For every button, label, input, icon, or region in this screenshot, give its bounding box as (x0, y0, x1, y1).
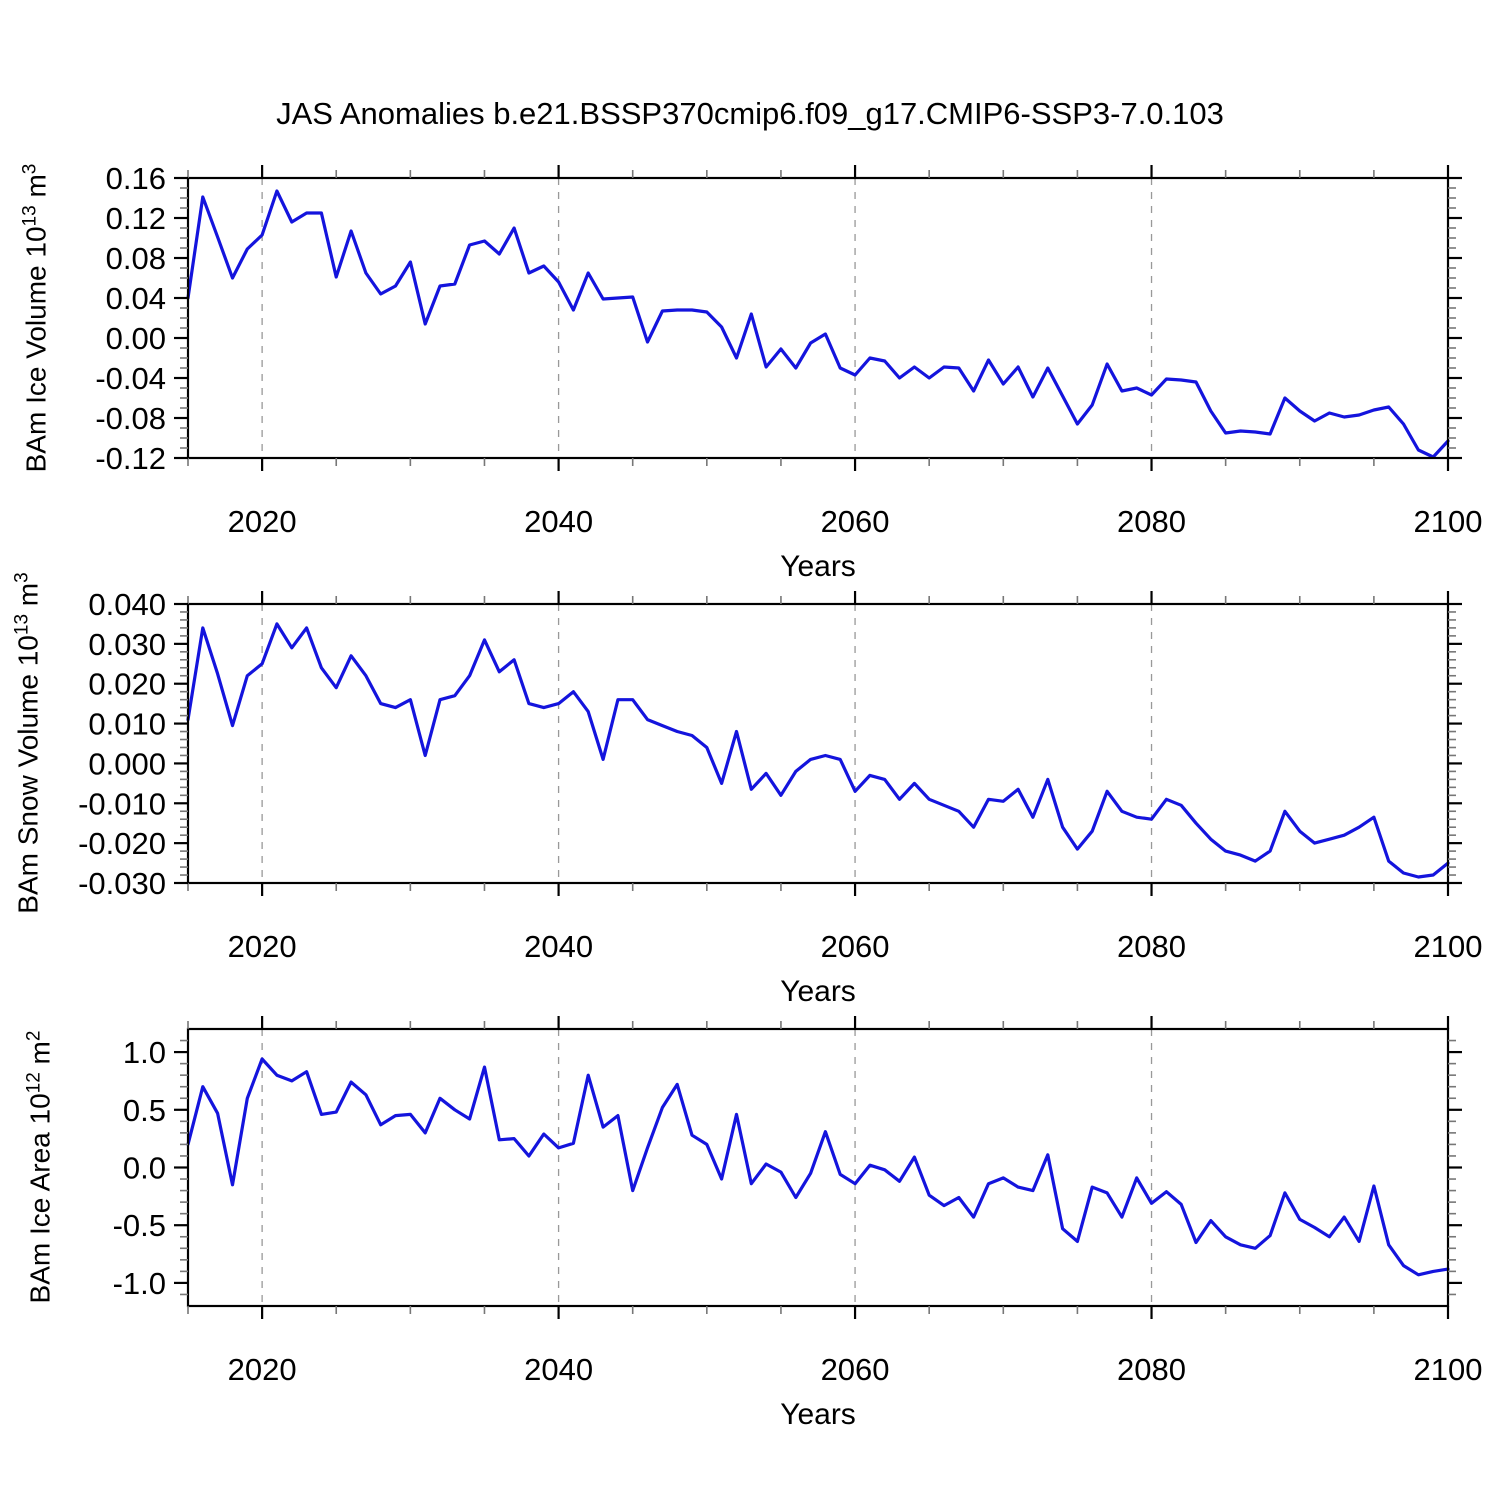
xtick-label-snow-volume-2100: 2100 (1414, 929, 1483, 964)
ytick-label-snow-volume-0.020: 0.020 (88, 667, 166, 702)
xtick-label-ice-area-2100: 2100 (1414, 1352, 1483, 1387)
ytick-label-snow-volume-0.010: 0.010 (88, 707, 166, 742)
chart-title: JAS Anomalies b.e21.BSSP370cmip6.f09_g17… (276, 96, 1224, 131)
ytick-label-ice-volume--0.08: -0.08 (95, 401, 166, 436)
xtick-label-ice-area-2080: 2080 (1117, 1352, 1186, 1387)
y-axis-label-ice-area: BAm Ice Area 1012 m2 (23, 1030, 56, 1304)
series-line-ice-area (186, 1057, 1450, 1277)
y-axis-label-ice-volume: BAm Ice Volume 1013 m3 (19, 163, 52, 473)
panel-snow-volume-gridlines (261, 604, 1153, 883)
panel-snow-volume: 2020 2040 2060 2080 2100 0.040 0.030 0.020 0.010… (78, 587, 1482, 964)
xtick-label-ice-volume-2060: 2060 (821, 504, 890, 539)
panel-ice-area: 2020 2040 2060 2080 2100 1.0 0.5 0.0 -0.5 -1.0 (113, 1016, 1483, 1387)
xtick-label-ice-volume-2040: 2040 (524, 504, 593, 539)
xtick-label-ice-volume-2080: 2080 (1117, 504, 1186, 539)
panel-snow-volume-tick-labels: 2020 2040 2060 2080 2100 0.040 0.030 0.020 0.010… (78, 587, 1482, 964)
xtick-label-snow-volume-2080: 2080 (1117, 929, 1186, 964)
panel-ice-volume: 2020 2040 2060 2080 2100 0.16 0.12 0.08 0.04 0.00… (95, 161, 1482, 539)
ytick-label-ice-volume--0.04: -0.04 (95, 361, 166, 396)
ytick-label-ice-volume-0.04: 0.04 (106, 281, 166, 316)
panel-ice-area-frame (186, 1027, 1450, 1308)
panel-ice-area-tick-labels: 2020 2040 2060 2080 2100 1.0 0.5 0.0 -0.5 -1.0 (113, 1035, 1483, 1387)
ytick-label-ice-volume-0.08: 0.08 (106, 241, 166, 276)
ytick-label-snow-volume--0.010: -0.010 (78, 786, 166, 821)
panel-ice-area-gridlines (261, 1029, 1153, 1306)
ytick-label-ice-volume--0.12: -0.12 (95, 441, 166, 476)
panel-ice-volume-ticks (174, 165, 1462, 471)
ytick-label-ice-area--0.5: -0.5 (113, 1208, 166, 1243)
panel-ice-volume-tick-labels: 2020 2040 2060 2080 2100 0.16 0.12 0.08 0.04 0.00… (95, 161, 1482, 539)
ytick-label-snow-volume-0.000: 0.000 (88, 746, 166, 781)
panel-ice-volume-gridlines (261, 178, 1153, 458)
y-axis-label-snow-volume: BAm Snow Volume 1013 m3 (11, 572, 44, 914)
series-line-snow-volume (186, 622, 1450, 879)
xtick-label-snow-volume-2040: 2040 (524, 929, 593, 964)
ytick-label-ice-volume-0.16: 0.16 (106, 161, 166, 196)
xtick-label-snow-volume-2060: 2060 (821, 929, 890, 964)
ytick-label-snow-volume-0.030: 0.030 (88, 627, 166, 662)
x-axis-label-panel2: Years (780, 975, 856, 1008)
panel-snow-volume-frame (186, 602, 1450, 885)
ytick-label-ice-area-0.5: 0.5 (123, 1093, 166, 1128)
ytick-label-snow-volume--0.030: -0.030 (78, 866, 166, 901)
ytick-label-snow-volume--0.020: -0.020 (78, 826, 166, 861)
xtick-label-ice-area-2040: 2040 (524, 1352, 593, 1387)
ytick-label-snow-volume-0.040: 0.040 (88, 587, 166, 622)
ytick-label-ice-volume-0.12: 0.12 (106, 201, 166, 236)
xtick-label-ice-area-2020: 2020 (228, 1352, 297, 1387)
ytick-label-ice-area-0.0: 0.0 (123, 1151, 166, 1186)
ytick-label-ice-area--1.0: -1.0 (113, 1266, 166, 1301)
ytick-label-ice-area-1.0: 1.0 (123, 1035, 166, 1070)
xtick-label-ice-area-2060: 2060 (821, 1352, 890, 1387)
x-axis-label-panel3: Years (780, 1398, 856, 1431)
xtick-label-ice-volume-2020: 2020 (228, 504, 297, 539)
ytick-label-ice-volume-0.00: 0.00 (106, 321, 166, 356)
xtick-label-snow-volume-2020: 2020 (228, 929, 297, 964)
series-line-ice-volume (186, 189, 1450, 459)
x-axis-label-panel1: Years (780, 550, 856, 583)
panel-snow-volume-ticks (174, 591, 1462, 896)
panel-ice-area-ticks (174, 1016, 1462, 1319)
panel-ice-volume-frame (186, 176, 1450, 460)
xtick-label-ice-volume-2100: 2100 (1414, 504, 1483, 539)
